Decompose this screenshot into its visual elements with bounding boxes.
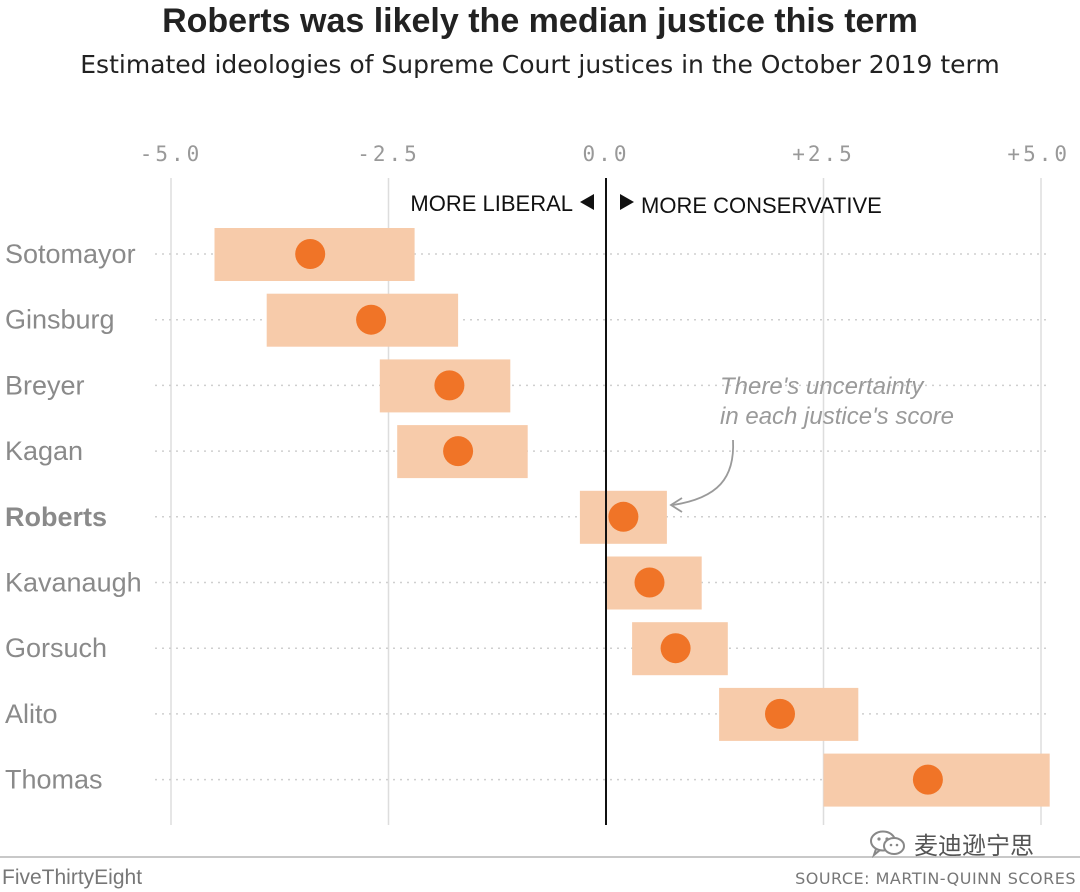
direction-labels: MORE LIBERAL MORE CONSERVATIVE (410, 191, 881, 218)
justice-score-dot (634, 567, 665, 598)
left-arrow-icon (580, 194, 594, 210)
justice-label: Alito (5, 699, 58, 729)
annotation-text: in each justice's score (720, 403, 954, 430)
source-label: SOURCE: MARTIN-QUINN SCORES (795, 869, 1076, 888)
justice-rows: Sotomayor Ginsburg Breyer Kagan Roberts Kavan… (5, 239, 943, 795)
annotation-arrow (672, 439, 734, 506)
footer-divider (0, 856, 1080, 858)
x-tick-labels: -5.0 -2.5 0.0 +2.5 +5.0 (140, 142, 1070, 166)
chart-subtitle: Estimated ideologies of Supreme Court ju… (80, 50, 1000, 79)
watermark: 麦迪逊宁思 (868, 826, 1034, 861)
justice-score-dot (356, 304, 387, 335)
x-tick-label: -5.0 (140, 142, 203, 166)
justice-label: Kagan (5, 436, 83, 466)
x-tick-label: +2.5 (792, 142, 855, 166)
annotation-arrowhead (669, 497, 683, 513)
annotation-text: There's uncertainty (720, 373, 925, 400)
justice-score-dot (912, 764, 943, 795)
brand-label: FiveThirtyEight (2, 866, 143, 889)
watermark-text: 麦迪逊宁思 (914, 832, 1034, 860)
right-arrow-icon (620, 194, 634, 210)
x-tick-label: 0.0 (583, 142, 630, 166)
justice-label: Breyer (5, 370, 85, 400)
justice-label: Thomas (5, 765, 103, 795)
x-tick-label: +5.0 (1007, 142, 1070, 166)
justice-score-dot (608, 501, 639, 532)
wechat-icon (870, 830, 905, 858)
justice-score-dot (295, 239, 326, 269)
justice-score-dot (434, 370, 465, 401)
annotation: There's uncertainty in each justice's sco… (669, 373, 954, 513)
more-liberal-label: MORE LIBERAL (410, 191, 573, 216)
justice-label: Ginsburg (5, 305, 115, 335)
justice-score-dot (765, 698, 795, 729)
chart-title: Roberts was likely the median justice th… (162, 2, 918, 40)
more-conservative-label: MORE CONSERVATIVE (641, 193, 882, 218)
justice-label: Roberts (5, 502, 107, 532)
justice-score-dot (660, 633, 691, 664)
ideology-chart: -5.0 -2.5 0.0 +2.5 +5.0 MORE LIBERAL MORE CON… (5, 142, 1070, 825)
justice-score-dot (443, 436, 474, 467)
x-tick-label: -2.5 (357, 142, 420, 166)
justice-label: Kavanaugh (5, 568, 142, 598)
justice-label: Sotomayor (5, 239, 136, 269)
justice-label: Gorsuch (5, 633, 107, 663)
